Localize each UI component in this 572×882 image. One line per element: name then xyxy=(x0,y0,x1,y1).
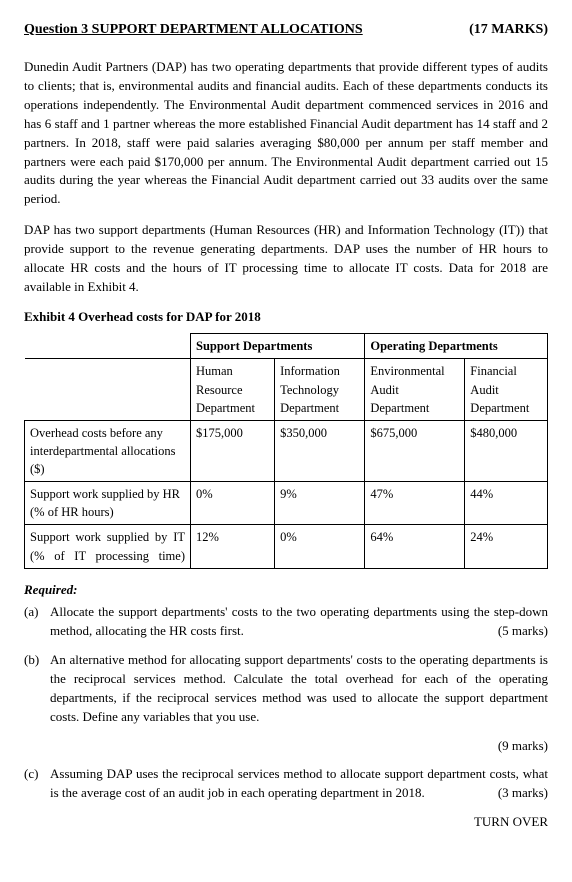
operating-header: Operating Departments xyxy=(365,334,548,359)
item-body: Assuming DAP uses the reciprocal service… xyxy=(50,765,548,803)
cell: $350,000 xyxy=(275,420,365,481)
support-header: Support Departments xyxy=(191,334,365,359)
item-body: An alternative method for allocating sup… xyxy=(50,651,548,726)
required-heading: Required: xyxy=(24,581,548,600)
cell: 44% xyxy=(465,482,548,525)
cell: $675,000 xyxy=(365,420,465,481)
blank-corner xyxy=(25,334,191,359)
item-marks: (5 marks) xyxy=(498,622,548,641)
col-hr: Human Resource Department xyxy=(191,359,275,420)
table-row: Overhead costs before any interdepartmen… xyxy=(25,420,548,481)
paragraph-2: DAP has two support departments (Human R… xyxy=(24,221,548,296)
turn-over: TURN OVER xyxy=(24,813,548,832)
cell: 64% xyxy=(365,525,465,568)
table-row: Support work supplied by HR (% of HR hou… xyxy=(25,482,548,525)
item-marks: (3 marks) xyxy=(498,784,548,803)
table-row: Support work supplied by IT (% of IT pro… xyxy=(25,525,548,568)
cell: $480,000 xyxy=(465,420,548,481)
row-label: Overhead costs before any interdepartmen… xyxy=(25,420,191,481)
cell: 47% xyxy=(365,482,465,525)
list-item: (a) Allocate the support departments' co… xyxy=(24,603,548,641)
item-label: (a) xyxy=(24,603,50,641)
cell: 12% xyxy=(191,525,275,568)
cell: 24% xyxy=(465,525,548,568)
col-fin: Financial Audit Department xyxy=(465,359,548,420)
question-header: Question 3 SUPPORT DEPARTMENT ALLOCATION… xyxy=(24,20,548,40)
cell: 9% xyxy=(275,482,365,525)
list-item: (b) An alternative method for allocating… xyxy=(24,651,548,726)
row-label: Support work supplied by HR (% of HR hou… xyxy=(25,482,191,525)
item-label: (c) xyxy=(24,765,50,803)
required-list: (a) Allocate the support departments' co… xyxy=(24,603,548,726)
question-marks: (17 MARKS) xyxy=(469,20,548,40)
exhibit-title: Exhibit 4 Overhead costs for DAP for 201… xyxy=(24,308,548,327)
item-marks-standalone: (9 marks) xyxy=(24,737,548,756)
row-label: Support work supplied by IT (% of IT pro… xyxy=(25,525,191,568)
exhibit-table: Support Departments Operating Department… xyxy=(24,333,548,568)
col-env: Environmental Audit Department xyxy=(365,359,465,420)
cell: $175,000 xyxy=(191,420,275,481)
required-list-2: (c) Assuming DAP uses the reciprocal ser… xyxy=(24,765,548,803)
cell: 0% xyxy=(191,482,275,525)
blank-rowhead xyxy=(25,359,191,420)
item-body: Allocate the support departments' costs … xyxy=(50,603,548,641)
list-item: (c) Assuming DAP uses the reciprocal ser… xyxy=(24,765,548,803)
item-label: (b) xyxy=(24,651,50,726)
paragraph-1: Dunedin Audit Partners (DAP) has two ope… xyxy=(24,58,548,209)
col-it: Information Technology Department xyxy=(275,359,365,420)
question-title: Question 3 SUPPORT DEPARTMENT ALLOCATION… xyxy=(24,20,363,40)
cell: 0% xyxy=(275,525,365,568)
